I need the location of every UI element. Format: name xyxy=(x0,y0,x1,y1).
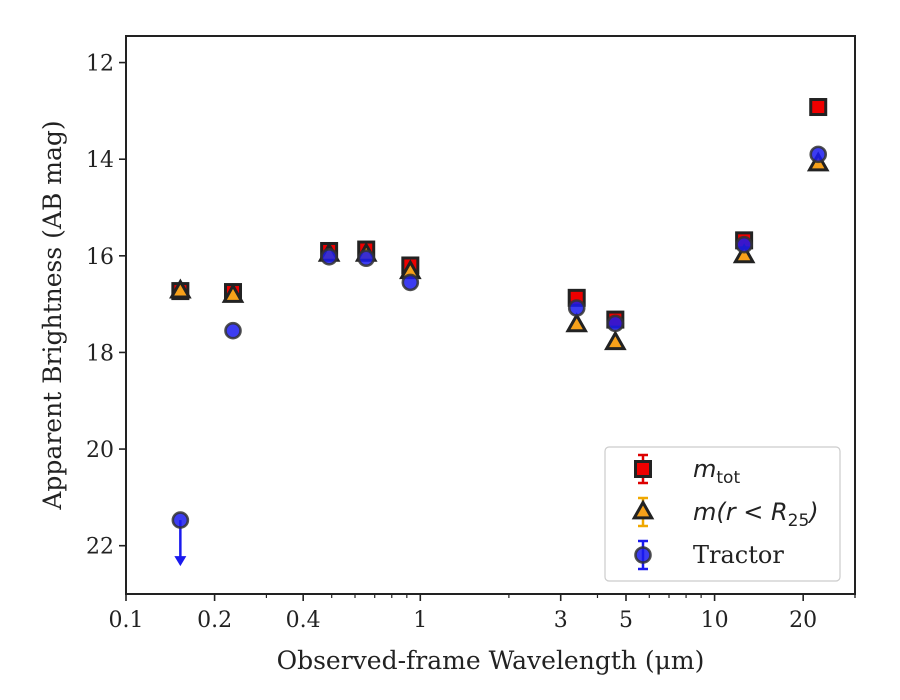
y-tick-label: 18 xyxy=(86,341,114,366)
y-tick-label: 14 xyxy=(86,148,114,173)
x-axis-title: Observed-frame Wavelength (μm) xyxy=(277,646,705,675)
y-axis-title: Apparent Brightness (AB mag) xyxy=(38,120,67,510)
triangle-point xyxy=(732,243,756,264)
series-1 xyxy=(171,98,828,329)
x-tick-label: 0.2 xyxy=(197,608,232,633)
circle-point xyxy=(320,247,338,266)
triangle-point xyxy=(604,330,627,351)
circle-point xyxy=(224,321,242,340)
x-tick-label: 20 xyxy=(789,608,817,633)
y-tick-label: 20 xyxy=(86,438,114,463)
square-point xyxy=(809,98,828,117)
series-3 xyxy=(171,145,828,567)
series-2 xyxy=(169,151,830,351)
circle-point xyxy=(567,299,586,317)
legend-box xyxy=(604,446,841,582)
x-tick-label: 5 xyxy=(619,608,633,633)
x-tick-label: 0.4 xyxy=(286,608,321,633)
legend-circle-marker xyxy=(634,546,652,564)
y-tick-label: 22 xyxy=(86,535,114,560)
upper-limit-arrow-head xyxy=(174,556,187,567)
circle-point xyxy=(357,249,376,268)
legend-label: mtot xyxy=(693,455,740,488)
circle-point xyxy=(401,273,420,292)
x-tick-label: 3 xyxy=(554,608,568,633)
y-tick-label: 12 xyxy=(86,52,114,77)
circle-point xyxy=(735,235,753,254)
plot-frame xyxy=(125,35,856,595)
legend-square-marker xyxy=(634,460,652,478)
x-tick-label: 1 xyxy=(413,608,427,633)
triangle-point xyxy=(169,278,192,299)
x-tick-label: 10 xyxy=(701,608,729,633)
x-tick-label: 0.1 xyxy=(109,608,144,633)
circle-point xyxy=(171,511,190,529)
y-tick-label: 16 xyxy=(86,245,114,270)
circle-point xyxy=(606,314,625,333)
legend-label: m(r < R25) xyxy=(693,498,819,531)
triangle-point xyxy=(565,312,589,333)
triangle-point xyxy=(221,282,245,303)
legend-label: Tractor xyxy=(693,541,784,569)
legend-triangle-marker xyxy=(631,499,655,520)
circle-point xyxy=(809,145,828,164)
